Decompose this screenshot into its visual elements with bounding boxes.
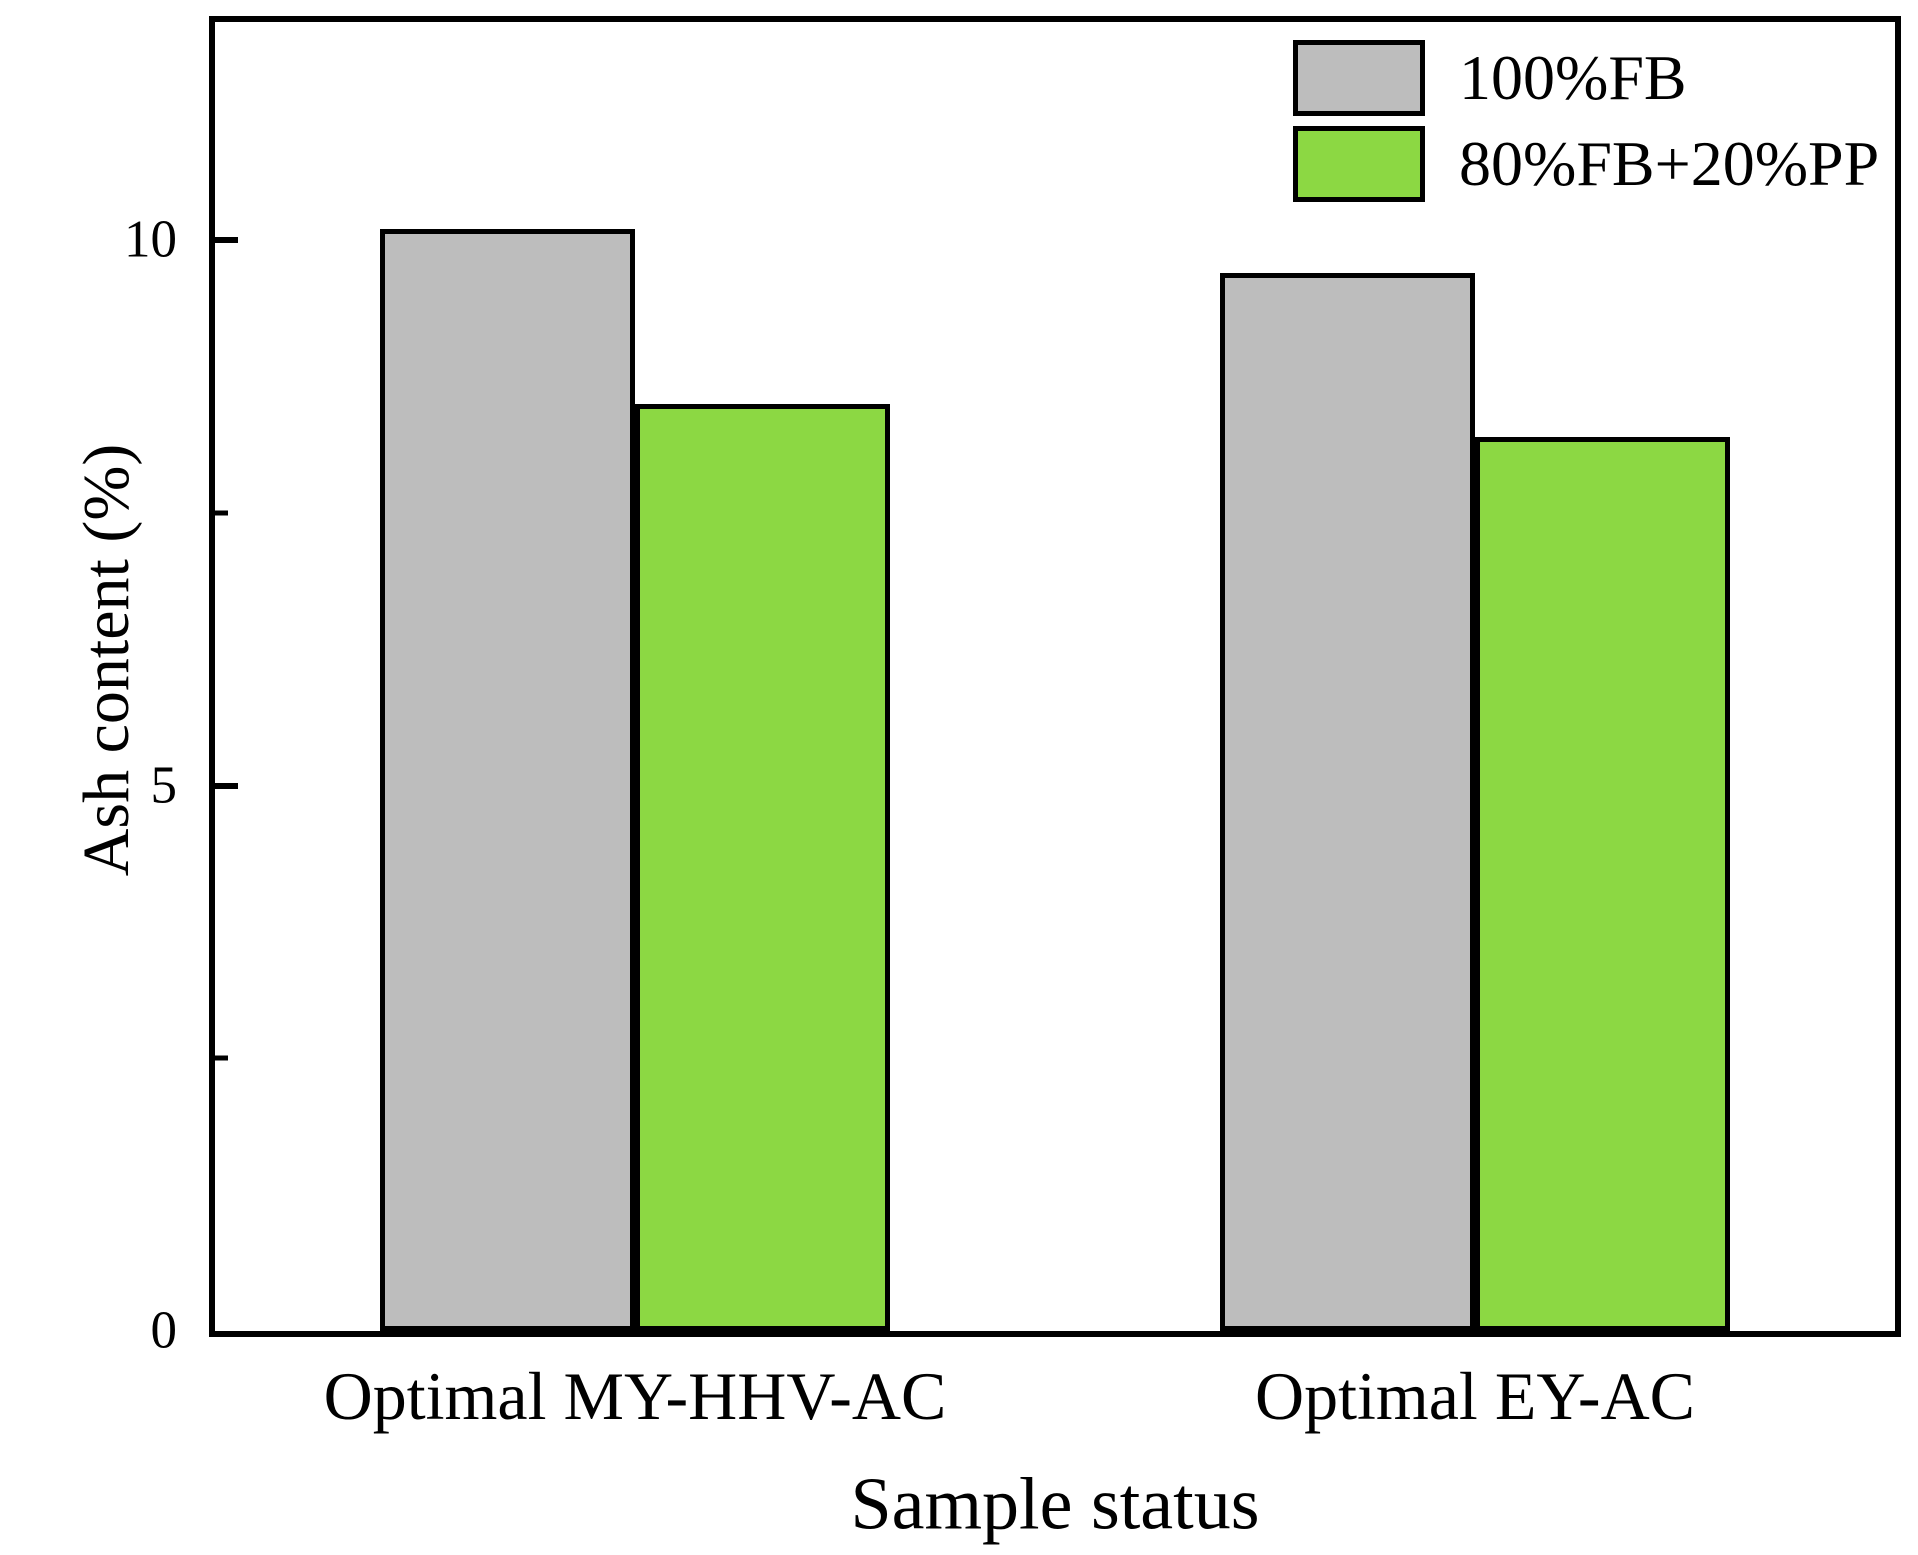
plot-area	[209, 16, 1901, 1337]
legend-item-100fb: 100%FB	[1293, 40, 1879, 116]
x-tick-label-optimal-my-hhv-ac: Optimal MY-HHV-AC	[323, 1358, 947, 1434]
y-tick-minor-7.5	[215, 510, 228, 516]
legend-label-80fb-20pp: 80%FB+20%PP	[1459, 128, 1880, 199]
x-tick-label-optimal-ey-ac: Optimal EY-AC	[1254, 1358, 1696, 1434]
y-axis-title: Ash content (%)	[70, 443, 143, 877]
legend: 100%FB 80%FB+20%PP	[1293, 40, 1879, 212]
y-tick-minor-2.5	[215, 1055, 228, 1061]
legend-swatch-gray	[1293, 40, 1425, 116]
bar-series0-cat0	[379, 229, 635, 1331]
y-tick-major-5	[215, 782, 238, 789]
legend-label-100fb: 100%FB	[1459, 42, 1687, 113]
x-axis-title: Sample status	[850, 1463, 1260, 1546]
bar-series1-cat0	[635, 403, 891, 1331]
y-tick-label-5: 5	[150, 756, 178, 815]
y-tick-label-10: 10	[124, 210, 177, 269]
y-tick-major-10	[215, 237, 238, 244]
bar-series1-cat1	[1475, 436, 1731, 1331]
bar-series0-cat1	[1219, 272, 1475, 1331]
legend-item-80fb-20pp: 80%FB+20%PP	[1293, 126, 1879, 202]
y-tick-label-0: 0	[150, 1301, 178, 1360]
legend-swatch-green	[1293, 126, 1425, 202]
plot-inner	[215, 22, 1895, 1331]
